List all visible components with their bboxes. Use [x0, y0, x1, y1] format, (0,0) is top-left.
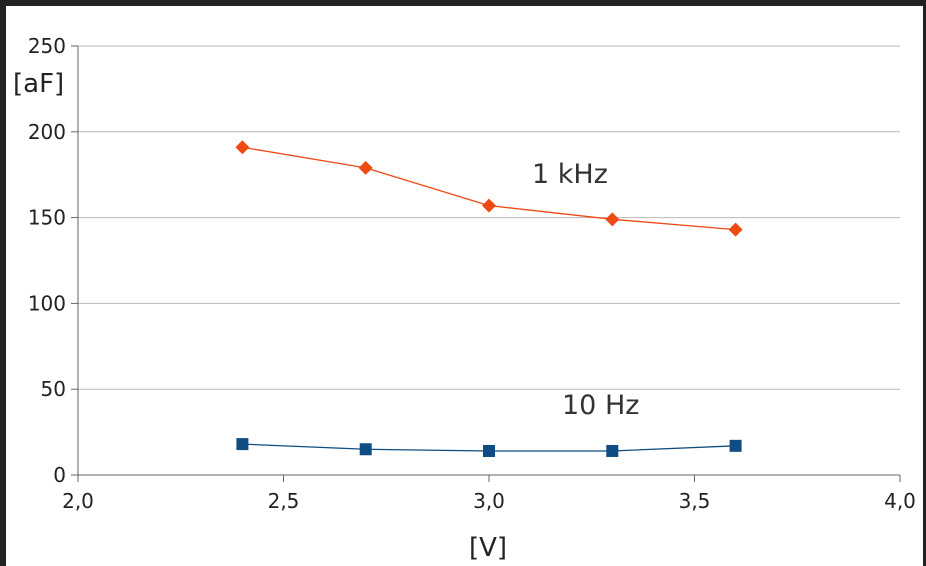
data-point-0-0	[235, 140, 250, 155]
series-label-1khz: 1 kHz	[532, 159, 608, 190]
x-tick-label-3,5: 3,5	[679, 489, 711, 513]
data-point-0-3	[605, 212, 620, 227]
data-point-1-1	[359, 443, 372, 456]
y-tick-label-200: 200	[28, 120, 66, 144]
data-point-1-0	[236, 438, 249, 451]
y-tick-label-0: 0	[53, 463, 66, 487]
y-tick-label-250: 250	[28, 34, 66, 58]
data-point-1-4	[729, 439, 742, 452]
grid-lines	[78, 45, 900, 390]
x-tick-label-3,0: 3,0	[473, 489, 505, 513]
series-label-10hz: 10 Hz	[562, 390, 639, 421]
data-point-0-4	[728, 222, 743, 237]
y-tick-label-150: 150	[28, 206, 66, 230]
y-axis-title: [aF]	[13, 69, 64, 99]
axes	[71, 45, 901, 482]
y-tick-labels: 0 50 100 150 200 250	[28, 34, 66, 487]
data-point-0-2	[482, 198, 496, 213]
x-tick-label-2,0: 2,0	[62, 489, 94, 513]
x-tick-label-4,0: 4,0	[884, 489, 916, 513]
series-layer	[235, 140, 743, 457]
data-point-1-2	[483, 444, 495, 457]
data-point-0-1	[358, 160, 373, 175]
y-tick-label-50: 50	[41, 377, 66, 401]
x-tick-labels: 2,0 2,5 3,0 3,5 4,0	[62, 489, 916, 513]
x-axis-title: [V]	[469, 533, 507, 563]
x-tick-label-2,5: 2,5	[268, 489, 300, 513]
data-point-1-3	[606, 444, 619, 457]
y-tick-label-100: 100	[28, 291, 66, 315]
